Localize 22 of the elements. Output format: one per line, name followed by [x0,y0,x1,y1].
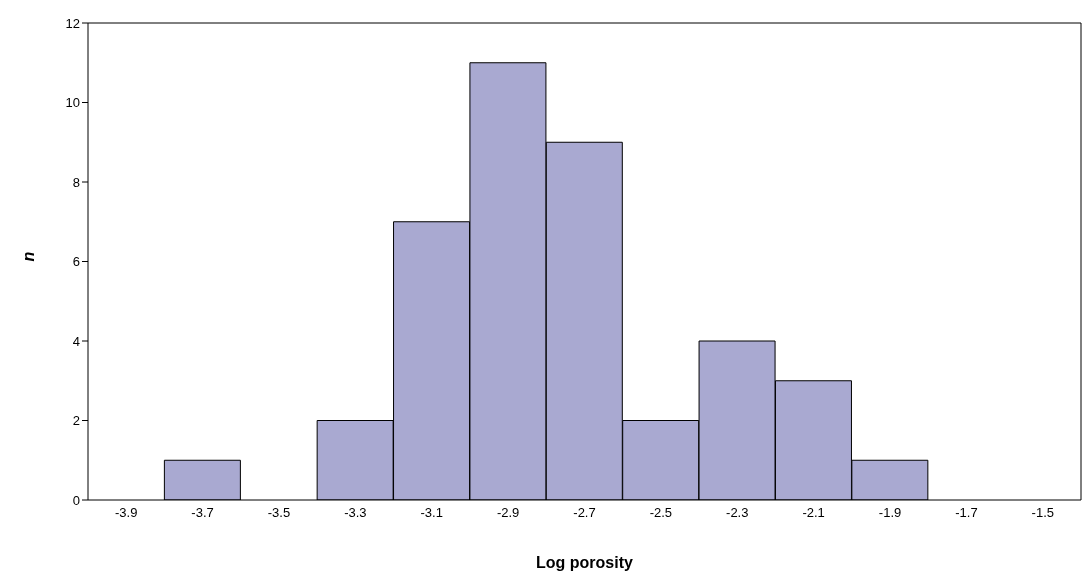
y-tick-label: 2 [72,413,80,429]
y-tick-label: 12 [65,15,80,31]
x-tick-label: -3.1 [420,505,443,521]
x-tick-label: -1.7 [955,505,978,521]
x-tick-label: -3.7 [191,505,214,521]
x-tick-label: -3.3 [344,505,367,521]
y-tick-label: 6 [72,254,80,270]
x-tick-label: -1.5 [1031,505,1055,521]
y-tick-label: 4 [72,333,80,349]
x-tick-label: -2.9 [496,505,520,521]
x-axis-title: Log porosity [536,554,634,571]
y-tick-label: 10 [65,95,80,111]
x-tick-label: -1.9 [878,505,902,521]
x-tick-label: -3.9 [114,505,138,521]
x-tick-label: -2.1 [802,505,825,521]
x-tick-label: -2.5 [649,505,673,521]
y-tick-label: 8 [72,174,80,190]
x-tick-label: -2.3 [726,505,749,521]
x-tick-label: -3.5 [267,505,291,521]
y-tick-label: 0 [72,492,80,508]
y-axis-title: n [19,251,37,262]
x-tick-label: -2.7 [573,505,596,521]
